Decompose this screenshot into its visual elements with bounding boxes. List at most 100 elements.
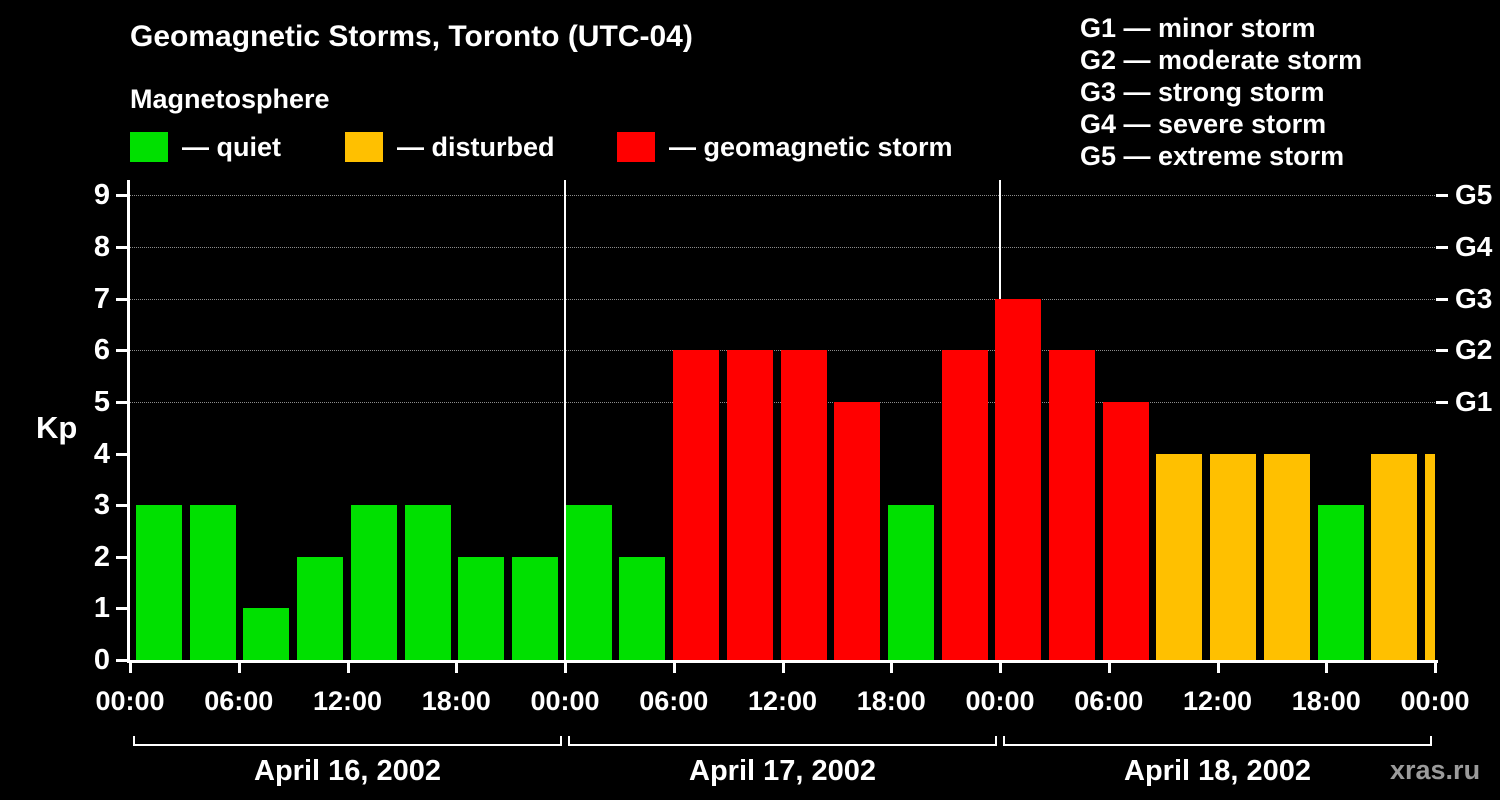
x-tick-label: 12:00 xyxy=(312,686,383,716)
kp-bar xyxy=(136,505,182,660)
x-tick xyxy=(564,663,567,673)
kp-bar xyxy=(565,505,612,660)
right-tick xyxy=(1436,297,1448,301)
right-tick xyxy=(1436,400,1448,404)
y-axis-title: Kp xyxy=(36,410,78,445)
g-level-label: G1 xyxy=(1455,385,1493,417)
x-tick-label: 00:00 xyxy=(530,686,600,716)
kp-bar xyxy=(458,556,505,660)
kp-bar xyxy=(350,505,397,660)
y-tick-label: 1 xyxy=(93,592,110,625)
kp-bar xyxy=(887,505,934,660)
kp-bar xyxy=(1210,453,1257,660)
x-tick xyxy=(129,663,132,673)
day-bracket xyxy=(133,736,562,746)
kp-bar xyxy=(780,350,827,660)
x-tick xyxy=(890,663,894,673)
x-tick-label: 06:00 xyxy=(204,686,274,716)
x-tick-label: 06:00 xyxy=(1074,686,1144,716)
y-tick xyxy=(116,607,127,611)
y-tick-label: 5 xyxy=(93,385,110,418)
legend-item-disturbed: — disturbed xyxy=(345,131,555,163)
y-axis-line xyxy=(127,180,130,663)
g-scale-line-g3: G3 — strong storm xyxy=(1080,77,1325,107)
y-tick-label: 6 xyxy=(93,334,110,367)
kp-bar xyxy=(1102,401,1149,660)
legend-label-storm: — geomagnetic storm xyxy=(669,131,953,162)
x-tick-label: 00:00 xyxy=(95,686,165,716)
y-tick-label: 8 xyxy=(93,231,110,264)
g-scale-line-g4: G4 — severe storm xyxy=(1080,109,1327,139)
right-tick xyxy=(1436,349,1448,353)
chart-title: Geomagnetic Storms, Toronto (UTC-04) xyxy=(130,20,693,53)
kp-bar xyxy=(189,505,236,660)
disturbed-color-swatch xyxy=(345,132,383,162)
x-tick xyxy=(672,663,676,673)
day-bracket xyxy=(1003,736,1432,746)
x-tick xyxy=(1107,663,1111,673)
kp-bar xyxy=(1263,453,1310,660)
kp-bar xyxy=(673,350,720,660)
legend-heading: Magnetosphere xyxy=(130,84,330,114)
kp-bar xyxy=(1049,350,1096,660)
plot-area xyxy=(130,180,1435,660)
day-separator-line xyxy=(564,180,566,660)
x-tick-label: 12:00 xyxy=(1182,686,1253,716)
storm-color-swatch xyxy=(617,132,655,162)
kp-bar xyxy=(1425,453,1435,660)
kp-bar xyxy=(1371,453,1418,660)
y-tick xyxy=(116,555,127,559)
x-tick xyxy=(781,663,785,673)
gridline xyxy=(130,195,1435,197)
right-tick xyxy=(1436,194,1448,198)
kp-bar xyxy=(243,608,290,660)
kp-bar xyxy=(726,350,773,660)
g-level-label: G2 xyxy=(1455,334,1493,366)
day-label: April 18, 2002 xyxy=(1124,755,1311,787)
x-tick xyxy=(455,663,459,673)
g-scale-line-g1: G1 — minor storm xyxy=(1080,13,1316,43)
x-tick-label: 00:00 xyxy=(965,686,1035,716)
legend-label-disturbed: — disturbed xyxy=(397,131,555,162)
y-tick xyxy=(116,246,127,250)
y-tick-label: 9 xyxy=(93,179,110,212)
quiet-color-swatch xyxy=(130,132,168,162)
g-level-label: G5 xyxy=(1455,179,1493,211)
kp-bar xyxy=(404,505,451,660)
x-tick xyxy=(1434,663,1437,673)
g-level-label: G3 xyxy=(1455,282,1493,314)
x-tick xyxy=(1325,663,1329,673)
y-tick xyxy=(116,400,127,404)
x-tick xyxy=(237,663,241,673)
x-tick-label: 12:00 xyxy=(747,686,818,716)
y-tick xyxy=(116,297,127,301)
x-tick xyxy=(346,663,350,673)
day-label: April 17, 2002 xyxy=(689,755,876,787)
day-label: April 16, 2002 xyxy=(254,755,441,787)
x-tick xyxy=(999,663,1002,673)
g-scale-line-g5: G5 — extreme storm xyxy=(1080,141,1345,171)
legend-item-storm: — geomagnetic storm xyxy=(617,131,953,163)
x-axis-line xyxy=(127,660,1438,663)
kp-bar xyxy=(511,556,558,660)
kp-bar xyxy=(1156,453,1203,660)
y-tick-label: 0 xyxy=(93,644,110,676)
x-tick-label: 18:00 xyxy=(856,686,926,716)
y-tick xyxy=(116,349,127,353)
x-tick-label: 18:00 xyxy=(421,686,491,716)
kp-bar xyxy=(834,401,881,660)
y-tick-label: 2 xyxy=(93,540,110,573)
y-tick xyxy=(116,659,127,662)
kp-bar xyxy=(941,350,988,660)
g-scale-legend: G1 — minor storm G2 — moderate storm G3 … xyxy=(1080,12,1362,172)
g-level-label: G4 xyxy=(1455,231,1493,263)
x-tick-label: 00:00 xyxy=(1400,686,1470,716)
y-tick-label: 4 xyxy=(93,437,110,470)
day-bracket xyxy=(568,736,997,746)
x-tick xyxy=(1216,663,1220,673)
kp-bar xyxy=(1317,505,1364,660)
kp-bar xyxy=(995,298,1042,660)
right-tick xyxy=(1436,246,1448,250)
watermark: xras.ru xyxy=(1390,755,1481,785)
